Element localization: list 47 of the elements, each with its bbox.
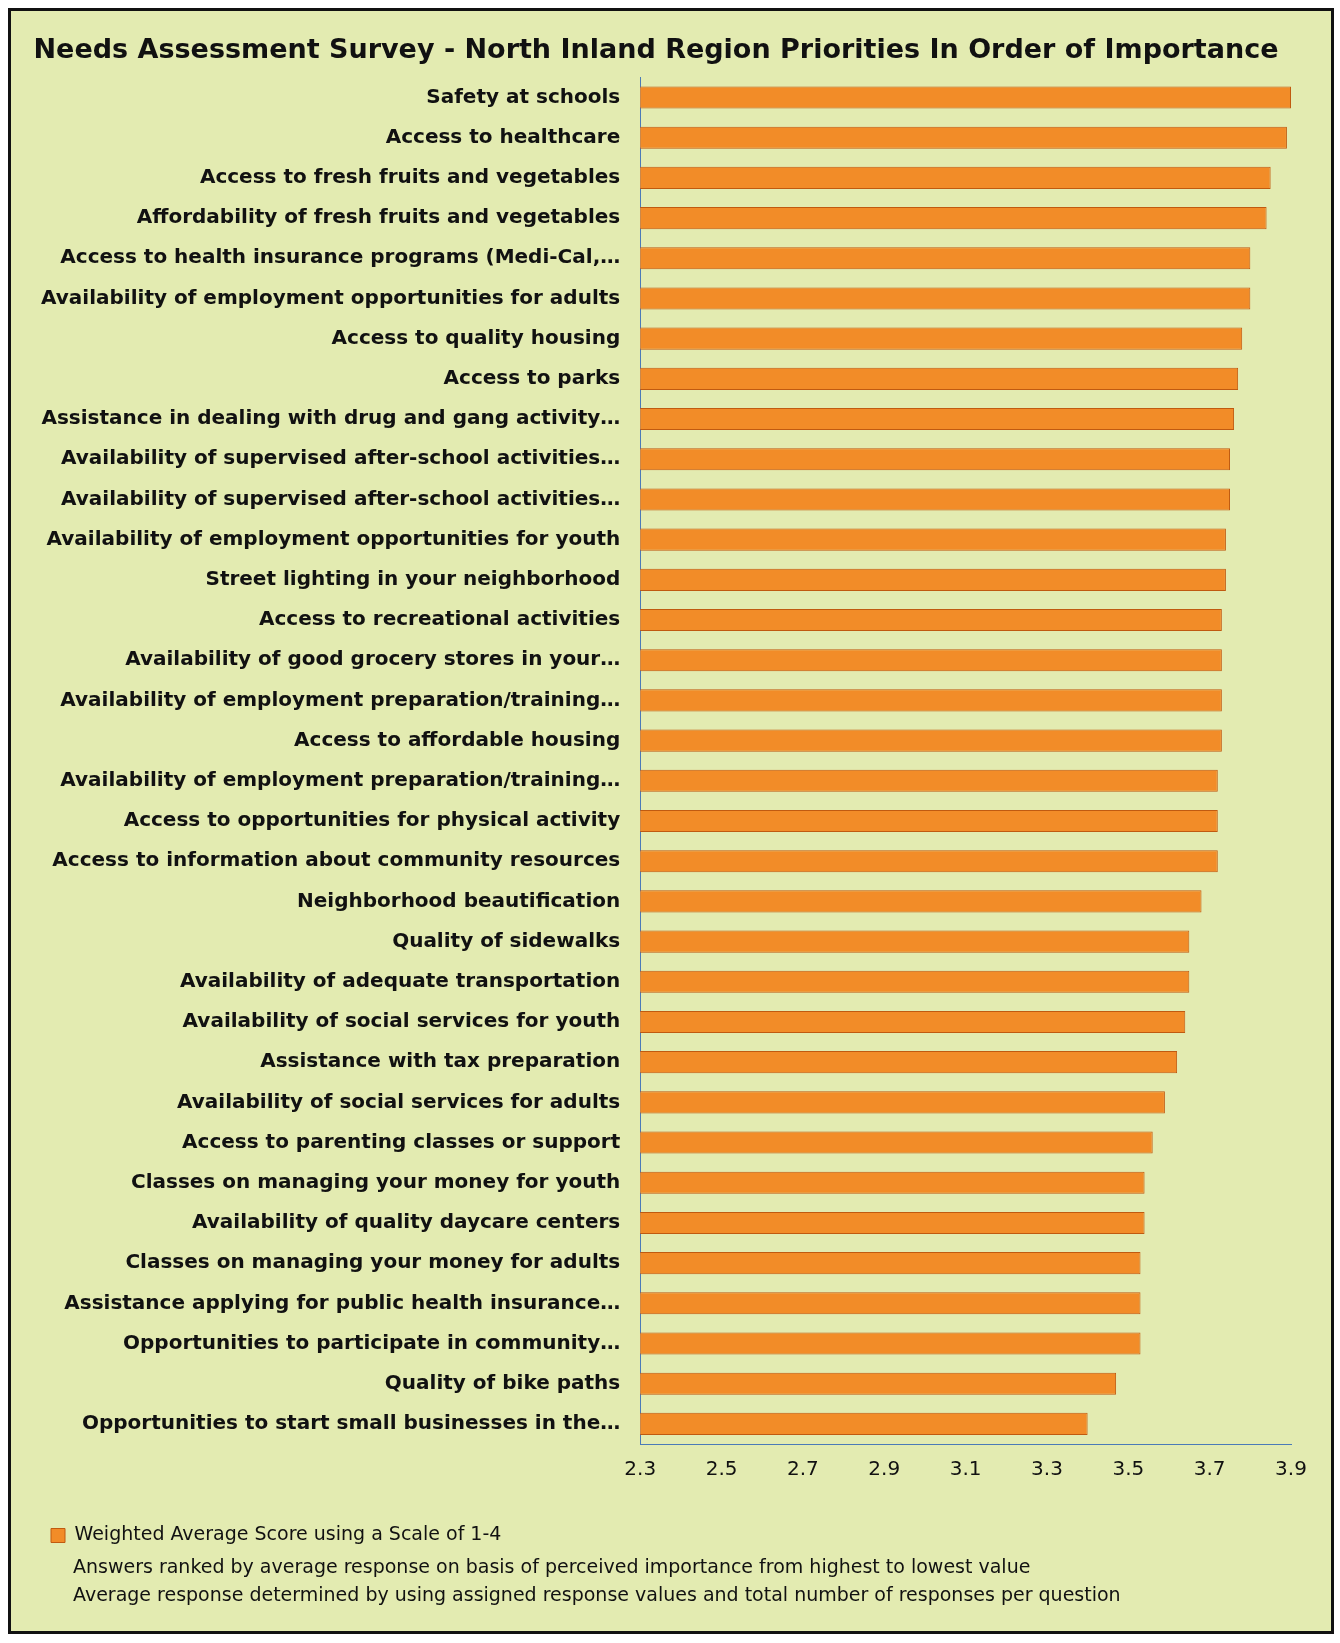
x-tick-label: 3.1 [949, 1456, 982, 1481]
y-tick-label: Access to parks [443, 365, 621, 390]
x-tick-label: 2.3 [624, 1456, 657, 1481]
y-tick-label: Quality of sidewalks [392, 927, 621, 952]
y-tick-label: Opportunities to start small businesses in the… [81, 1410, 621, 1435]
y-tick-label: Availability of employment preparation/training… [60, 686, 621, 711]
x-tick-label: 3.9 [1275, 1456, 1307, 1481]
x-tick-label: 2.7 [787, 1456, 819, 1481]
y-tick-label: Access to parenting classes or support [182, 1128, 621, 1153]
y-tick-label: Access to health insurance programs (Medi-Cal,… [60, 244, 621, 269]
y-tick-label: Availability of social services for adults [177, 1088, 621, 1113]
x-tick-label: 3.5 [1112, 1456, 1145, 1481]
y-tick-label: Assistance applying for public health insurance… [64, 1289, 621, 1314]
y-tick-label: Access to quality housing [331, 324, 621, 349]
y-tick-label: Availability of good grocery stores in your… [125, 646, 621, 671]
y-tick-label: Classes on managing your money for adults [125, 1249, 621, 1274]
text: Average response determined by using assigned response values and total number of responses per question [73, 1583, 1121, 1606]
y-tick-label: Access to fresh fruits and vegetables [199, 164, 621, 189]
x-tick-label: 2.9 [868, 1456, 901, 1481]
y-tick-label: Access to information about community resources [52, 847, 621, 872]
text: Answers ranked by average response on basis of perceived importance from highest to lowest value [73, 1555, 1031, 1578]
chart-title: Needs Assessment Survey - North Inland Region Priorities In Order of Importance [33, 33, 1279, 65]
y-tick-label: Access to affordable housing [294, 726, 621, 751]
y-tick-label: Opportunities to participate in community… [123, 1329, 621, 1354]
y-tick-label: Availability of adequate transportation [179, 967, 621, 992]
x-tick-label: 2.5 [705, 1456, 738, 1481]
y-tick-label: Availability of supervised after-school activities… [61, 445, 621, 470]
y-tick-label: Availability of social services for youth [182, 1008, 621, 1033]
x-tick-label: 3.7 [1193, 1456, 1226, 1481]
legend-label: Weighted Average Score using a Scale of 1-4 [74, 1522, 502, 1545]
y-tick-label: Access to healthcare [385, 123, 621, 148]
y-tick-label: Safety at schools [426, 83, 621, 108]
y-tick-label: Availability of supervised after-school activities… [61, 485, 621, 510]
y-tick-label: Assistance in dealing with drug and gang activity… [41, 405, 621, 430]
x-tick-label: 3.3 [1031, 1456, 1063, 1481]
y-tick-label: Access to recreational activities [258, 606, 621, 631]
y-tick-label: Availability of employment opportunities for youth [46, 525, 621, 550]
y-tick-label: Access to opportunities for physical activity [123, 807, 621, 832]
y-tick-label: Availability of employment opportunities for adults [40, 284, 621, 309]
y-tick-label: Availability of employment preparation/training… [60, 767, 621, 791]
y-tick-label: Quality of bike paths [384, 1369, 621, 1394]
y-tick-label: Neighborhood beautification [296, 887, 621, 912]
y-tick-label: Classes on managing your money for youth [130, 1168, 621, 1193]
y-tick-label: Street lighting in your neighborhood [205, 566, 621, 591]
y-tick-label: Availability of quality daycare centers [192, 1209, 621, 1234]
y-tick-label: Affordability of fresh fruits and vegetables [136, 204, 621, 229]
y-tick-label: Assistance with tax preparation [260, 1048, 621, 1073]
